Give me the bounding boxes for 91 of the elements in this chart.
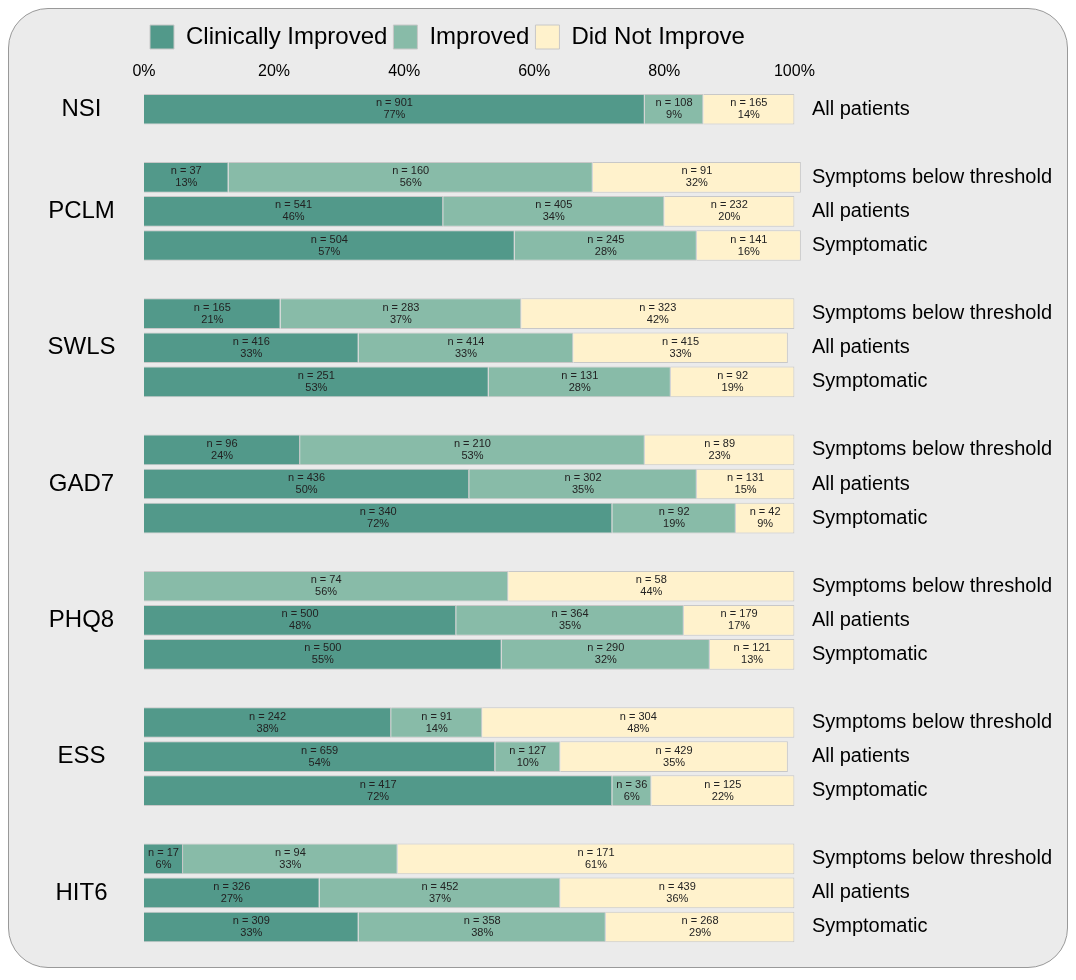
y-tick-label: All patients xyxy=(811,880,910,903)
data-label: n = 42 9% xyxy=(749,505,781,530)
text: ESS xyxy=(57,741,106,769)
x-tick-label: 40% xyxy=(388,62,421,80)
data-label: n = 210 53% xyxy=(453,436,491,461)
text: PHQ8 xyxy=(48,604,115,632)
y-tick-label: Symptoms below threshold xyxy=(811,164,1052,187)
data-label: n = 160 56% xyxy=(392,164,430,189)
data-label: n = 417 72% xyxy=(359,777,397,802)
data-label: n = 94 33% xyxy=(274,845,306,870)
data-label: n = 326 27% xyxy=(213,879,251,904)
y-tick-label: All patients xyxy=(811,198,910,221)
data-label: n = 251 53% xyxy=(297,368,335,393)
data-label: n = 127 10% xyxy=(509,743,547,768)
data-label: n = 302 35% xyxy=(564,471,602,496)
data-label: n = 504 57% xyxy=(310,232,348,257)
data-label: n = 92 19% xyxy=(658,505,690,530)
data-label: n = 500 48% xyxy=(281,607,319,632)
data-label: n = 414 33% xyxy=(447,334,485,359)
data-label: n = 290 32% xyxy=(587,641,625,666)
data-label: n = 96 24% xyxy=(206,436,238,461)
data-label: n = 415 33% xyxy=(662,334,700,359)
data-label: n = 309 33% xyxy=(232,914,270,938)
data-label: n = 17 6% xyxy=(148,845,179,870)
data-label: n = 171 61% xyxy=(577,845,615,870)
y-tick-label: Symptoms below threshold xyxy=(811,710,1052,733)
x-tick-label: 80% xyxy=(648,62,681,80)
data-label: n = 121 13% xyxy=(733,641,771,666)
data-label: n = 541 46% xyxy=(275,198,313,223)
y-tick-label: Symptoms below threshold xyxy=(811,846,1052,869)
legend-label: Did Not Improve xyxy=(571,21,745,49)
data-label: n = 36 6% xyxy=(616,777,648,802)
data-label: n = 108 9% xyxy=(655,96,693,121)
data-label: n = 268 29% xyxy=(681,914,719,938)
data-label: n = 165 21% xyxy=(193,300,231,325)
data-label: n = 242 38% xyxy=(249,709,287,734)
y-tick-label: Symptomatic xyxy=(811,233,928,256)
data-label: n = 131 15% xyxy=(727,471,765,496)
text: PCLM xyxy=(48,196,115,224)
data-label: n = 429 35% xyxy=(655,743,693,768)
data-label: n = 245 28% xyxy=(587,232,625,257)
y-tick-label: All patients xyxy=(811,471,910,494)
data-label: n = 901 77% xyxy=(375,96,413,121)
data-label: n = 659 54% xyxy=(301,743,339,768)
x-tick-label: 20% xyxy=(258,62,291,80)
x-tick-label: 100% xyxy=(773,62,815,80)
y-tick-label: Symptomatic xyxy=(811,914,928,937)
y-tick-label: Symptomatic xyxy=(811,505,928,528)
legend-label: Clinically Improved xyxy=(186,21,388,49)
data-label: n = 141 16% xyxy=(730,232,768,257)
data-label: n = 58 44% xyxy=(635,573,667,598)
data-label: n = 436 50% xyxy=(288,471,326,496)
y-tick-label: Symptoms below threshold xyxy=(811,437,1052,460)
data-label: n = 91 32% xyxy=(681,164,713,189)
data-label: n = 89 23% xyxy=(704,436,736,461)
text: HIT6 xyxy=(55,877,108,905)
y-tick-label: All patients xyxy=(811,96,910,119)
data-label: n = 179 17% xyxy=(720,607,758,632)
data-label: n = 232 20% xyxy=(710,198,748,223)
text: NSI xyxy=(61,93,102,121)
data-label: n = 74 56% xyxy=(310,573,342,598)
text: GAD7 xyxy=(48,468,115,496)
y-tick-label: Symptomatic xyxy=(811,641,928,664)
data-label: n = 92 19% xyxy=(717,368,749,393)
text: SWLS xyxy=(47,332,116,360)
data-label: n = 416 33% xyxy=(232,334,270,359)
data-label: n = 283 37% xyxy=(382,300,420,325)
data-label: n = 131 28% xyxy=(561,368,599,393)
data-label: n = 323 42% xyxy=(639,300,677,325)
data-label: n = 91 14% xyxy=(421,709,453,734)
y-tick-label: All patients xyxy=(811,335,910,358)
y-tick-label: All patients xyxy=(811,607,910,630)
data-label: n = 37 13% xyxy=(170,164,202,189)
data-label: n = 439 36% xyxy=(658,879,696,904)
legend-label: Improved xyxy=(429,21,530,49)
data-label: n = 125 22% xyxy=(704,777,742,802)
y-tick-label: Symptomatic xyxy=(811,778,928,801)
x-tick-label: 0% xyxy=(132,62,156,80)
y-tick-label: Symptoms below threshold xyxy=(811,301,1052,324)
y-tick-label: Symptoms below threshold xyxy=(811,573,1052,596)
data-label: n = 358 38% xyxy=(463,914,501,938)
data-label: n = 405 34% xyxy=(535,198,573,223)
y-tick-label: All patients xyxy=(811,744,910,767)
data-label: n = 364 35% xyxy=(551,607,589,632)
data-label: n = 304 48% xyxy=(619,709,657,734)
data-label: n = 500 55% xyxy=(304,641,342,666)
data-label: n = 340 72% xyxy=(359,505,397,530)
y-tick-label: Symptomatic xyxy=(811,369,928,392)
x-tick-label: 60% xyxy=(518,62,551,80)
data-label: n = 452 37% xyxy=(421,879,459,904)
data-label: n = 165 14% xyxy=(730,96,768,121)
